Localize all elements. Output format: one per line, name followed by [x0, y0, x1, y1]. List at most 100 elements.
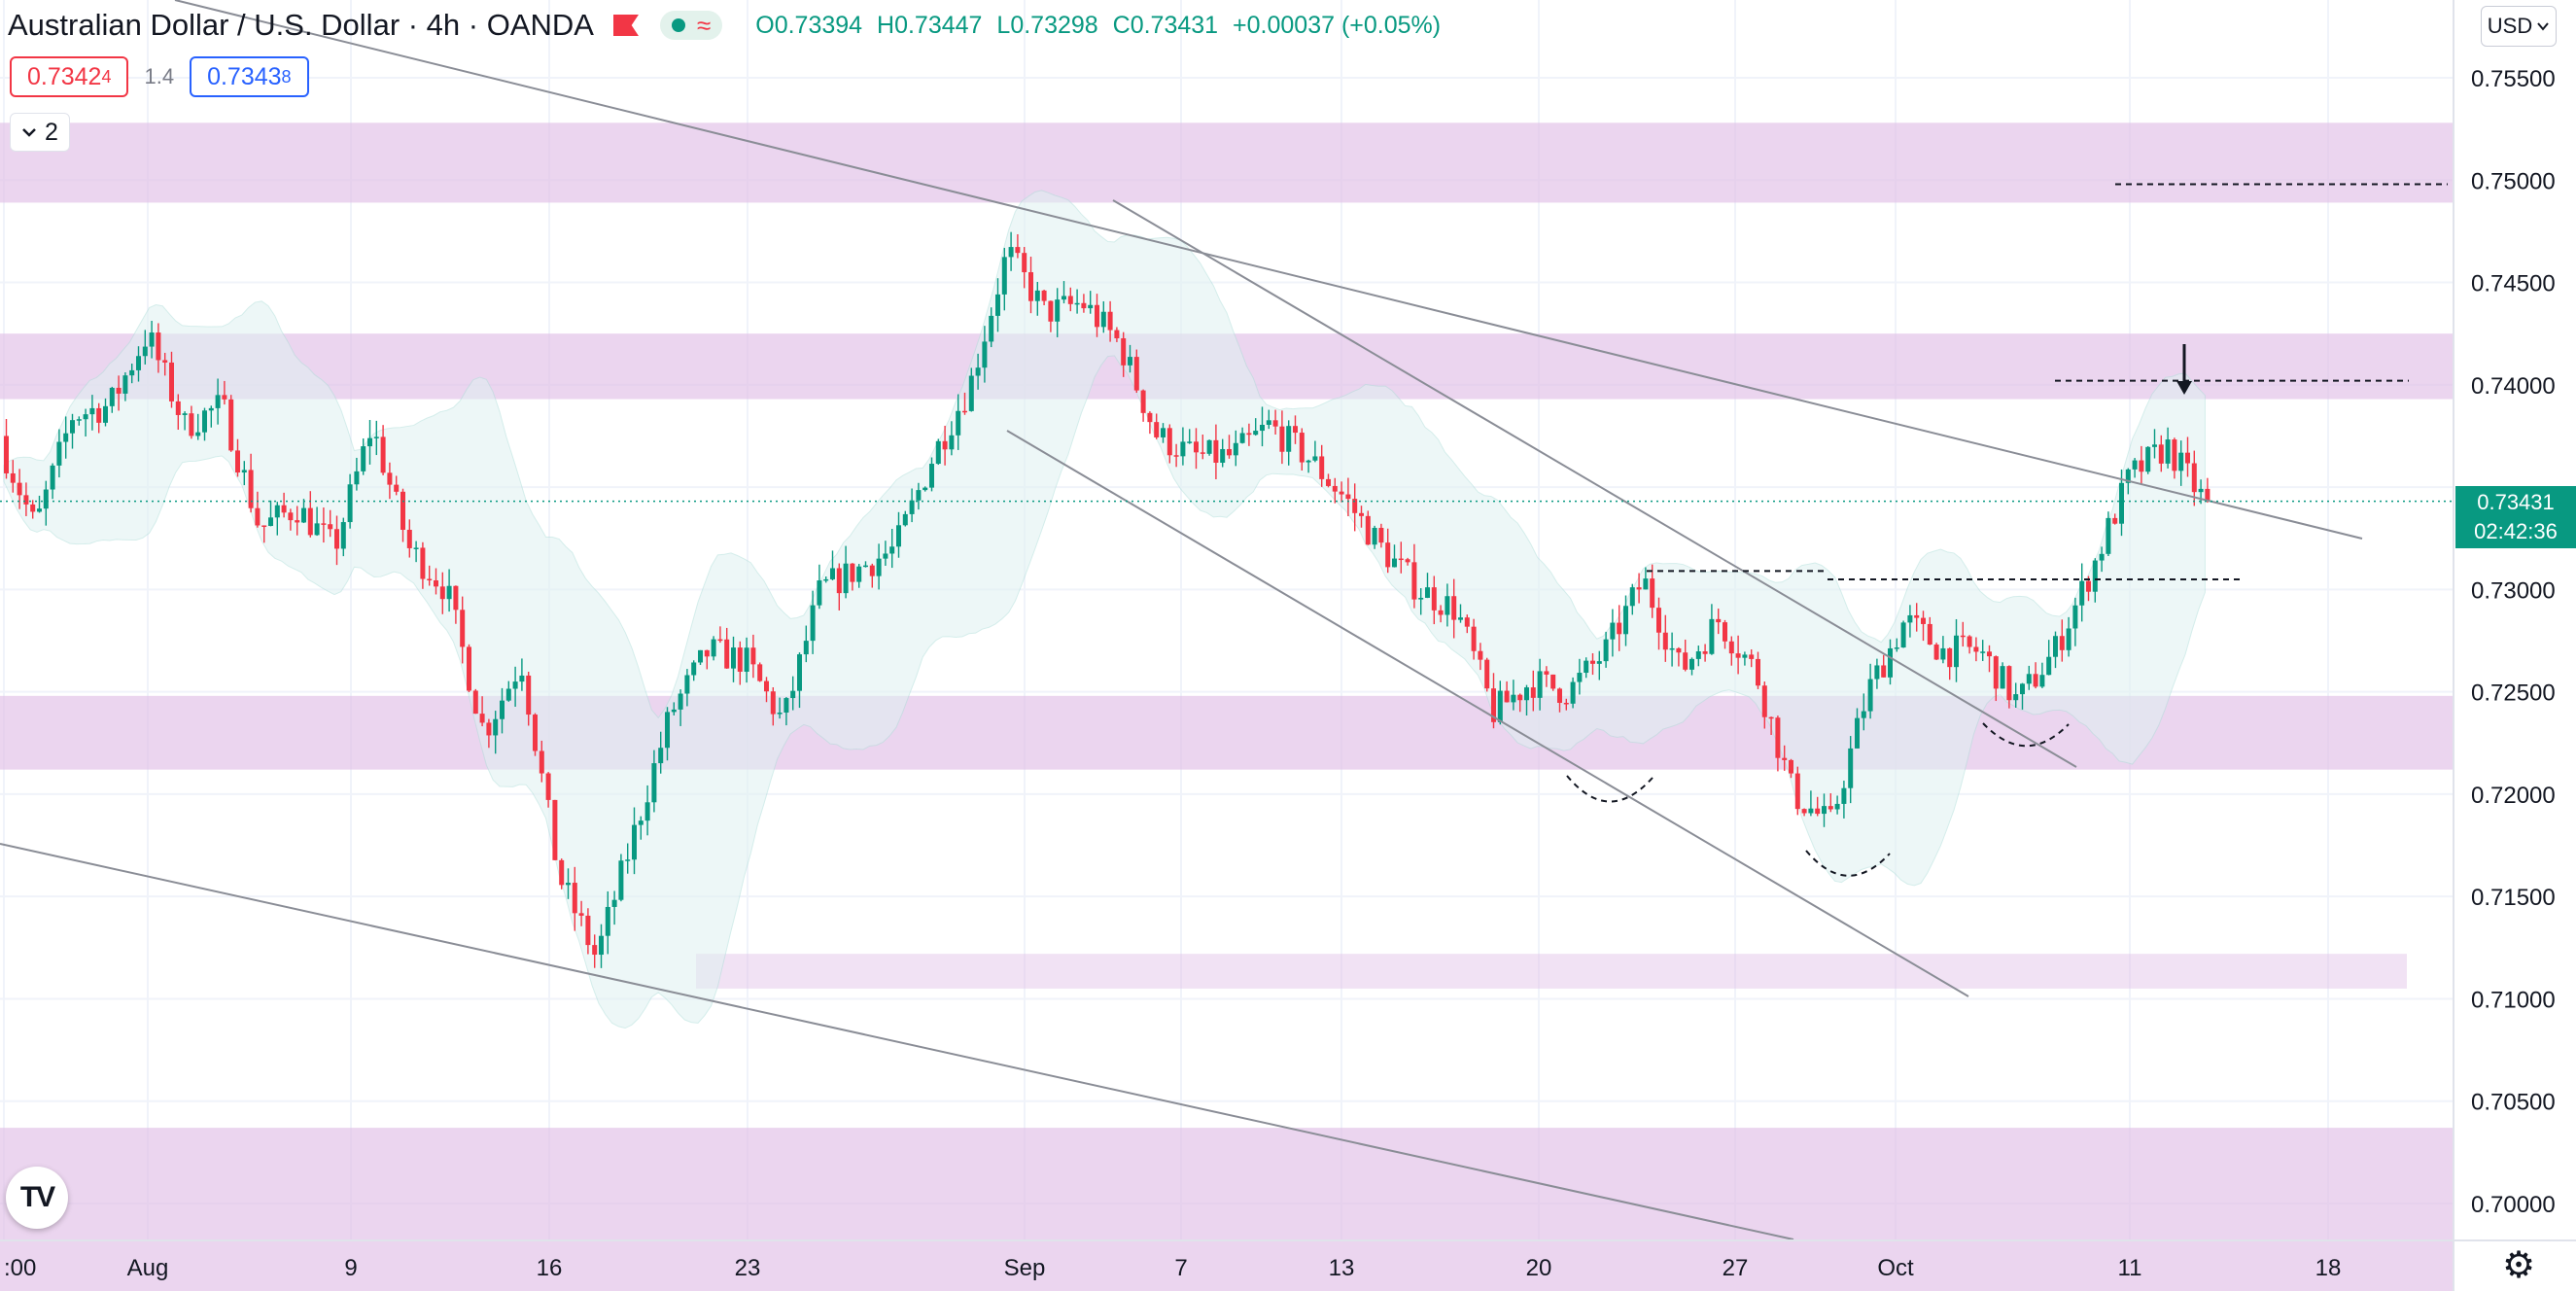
candle [281, 492, 287, 518]
candle [1312, 440, 1318, 463]
high-value: H0.73447 [877, 11, 983, 39]
candle [1801, 808, 1807, 817]
candle-body [698, 649, 703, 663]
candle [103, 398, 108, 427]
candle [810, 590, 816, 654]
candle-body [1584, 660, 1589, 674]
candle-body [505, 688, 511, 701]
candle [1048, 300, 1054, 332]
candle [169, 351, 174, 408]
candle [1326, 473, 1331, 488]
candle-body [493, 718, 499, 736]
candle [611, 890, 617, 925]
candle-body [295, 520, 300, 523]
candle-body [1497, 690, 1503, 722]
trend-line [0, 843, 1794, 1240]
candle [493, 711, 499, 754]
candle-body [956, 410, 961, 436]
candle-body [241, 470, 247, 473]
candle-body [1888, 647, 1893, 678]
bid-ask-row: 0.7342 4 1.4 0.7343 8 [10, 56, 309, 97]
candle [1768, 716, 1774, 736]
low-value: L0.73298 [996, 11, 1098, 39]
candle-body [704, 649, 710, 657]
symbol-title[interactable]: Australian Dollar / U.S. Dollar · 4h · O… [8, 8, 594, 42]
candle-body [1689, 658, 1694, 670]
flag-icon[interactable] [612, 15, 639, 36]
candle-body [2178, 452, 2184, 471]
candle [394, 475, 400, 496]
candle-body [1022, 253, 1027, 273]
candle [248, 453, 254, 513]
candle-body [2139, 460, 2144, 472]
candle-body [1464, 617, 1470, 627]
candle-body [777, 713, 783, 715]
candle-body [1385, 542, 1391, 568]
candle-body [1438, 610, 1444, 615]
candle [1782, 745, 1788, 771]
candle-body [1808, 808, 1814, 814]
candle-body [1967, 636, 1972, 647]
candle-body [1121, 337, 1127, 366]
candle [1107, 300, 1113, 342]
candle [552, 799, 558, 860]
candle [1577, 658, 1583, 695]
tradingview-logo[interactable]: TV [6, 1167, 68, 1229]
candle-body [2132, 460, 2138, 470]
candle [2039, 662, 2045, 688]
candle-body [129, 369, 135, 376]
candle-body [1768, 716, 1774, 719]
candle-body [1834, 803, 1840, 810]
candle-body [1398, 558, 1404, 561]
candle [2132, 458, 2138, 478]
candle [2106, 511, 2111, 556]
candle-body [545, 773, 551, 800]
candle [1517, 693, 1523, 713]
candle-body [1067, 296, 1073, 304]
candle [195, 413, 201, 440]
candle [671, 702, 677, 715]
candle [1305, 459, 1311, 473]
data-status-pill[interactable]: ≈ [659, 11, 723, 40]
candle-body [274, 505, 280, 518]
candle [512, 666, 518, 707]
candle-body [916, 490, 922, 501]
currency-select[interactable]: USD [2481, 6, 2557, 47]
candle [486, 718, 492, 749]
candle-body [1504, 690, 1510, 703]
time-tick-label: 9 [344, 1255, 357, 1281]
candle-body [37, 508, 42, 512]
candle [2046, 640, 2052, 676]
sell-price-button[interactable]: 0.7342 4 [10, 56, 129, 97]
candle-body [572, 883, 577, 914]
candle-body [1008, 247, 1014, 258]
candle [1874, 658, 1880, 689]
candle [467, 644, 471, 692]
candle [1227, 435, 1232, 459]
candle [2165, 427, 2171, 469]
candle-body [856, 566, 862, 582]
candle-body [678, 693, 683, 710]
gear-icon[interactable]: ⚙ [2502, 1245, 2536, 1286]
candle-body [321, 523, 327, 525]
candle [1590, 652, 1595, 676]
candle [1445, 583, 1450, 627]
candle-body [651, 763, 657, 803]
candle-body [367, 437, 372, 447]
candle [2172, 437, 2177, 479]
candle-body [1365, 515, 1371, 545]
indicators-collapse-button[interactable]: 2 [10, 113, 70, 152]
candle-body [876, 558, 882, 576]
candle [1855, 708, 1860, 749]
candle [830, 550, 835, 580]
candle-body [76, 419, 82, 421]
candle-body [843, 563, 849, 594]
candle [2152, 429, 2157, 459]
candle [916, 482, 922, 510]
candle-body [1980, 651, 1986, 653]
candle [572, 866, 577, 931]
buy-price-button[interactable]: 0.7343 8 [190, 56, 309, 97]
ask-price: 0.7343 [207, 62, 282, 90]
candle [770, 686, 776, 726]
